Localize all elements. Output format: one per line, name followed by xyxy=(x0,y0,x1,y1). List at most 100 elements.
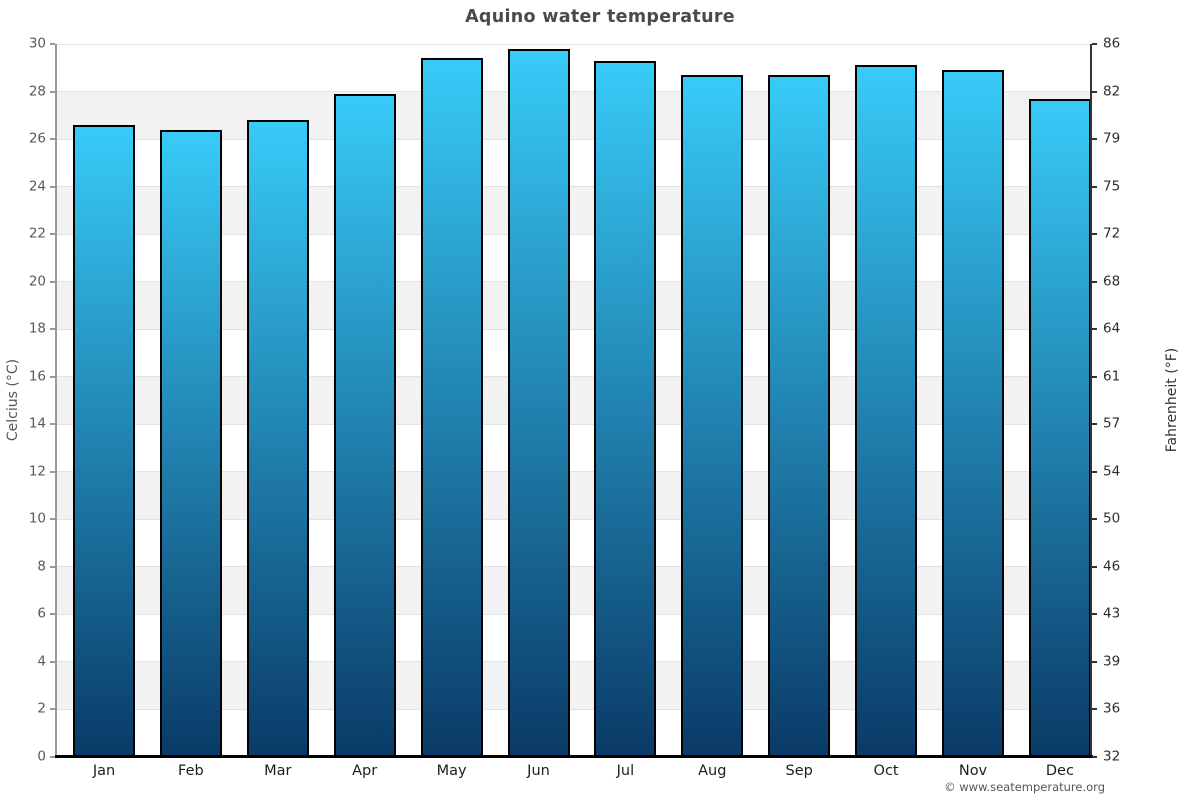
bar-jun xyxy=(507,48,570,757)
bar-aug xyxy=(681,74,744,757)
gridline xyxy=(57,376,1091,378)
month-label-nov: Nov xyxy=(958,763,988,779)
gridline xyxy=(57,138,1091,140)
right-tickmark xyxy=(1092,518,1097,521)
celsius-tick-label: 30 xyxy=(28,35,46,52)
right-tickmark xyxy=(1092,613,1097,616)
fahrenheit-tick-label: 61 xyxy=(1103,367,1121,384)
right-tickmark xyxy=(1092,185,1097,188)
background-band xyxy=(57,376,1091,425)
gridline xyxy=(57,518,1091,520)
fahrenheit-tick-label: 82 xyxy=(1103,82,1121,99)
left-tickmark xyxy=(50,328,55,331)
left-tickmark xyxy=(50,660,55,663)
y-axis-title-fahrenheit: Fahrenheit (°F) xyxy=(1164,347,1180,453)
right-tickmark xyxy=(1092,565,1097,568)
bar-apr xyxy=(333,93,396,757)
gridline xyxy=(57,328,1091,330)
month-label-jan: Jan xyxy=(92,763,116,779)
fahrenheit-tick-label: 32 xyxy=(1103,748,1121,765)
bar-dec xyxy=(1028,98,1091,757)
celsius-tick-label: 16 xyxy=(28,367,46,384)
chart-title: Aquino water temperature xyxy=(465,7,735,27)
month-label-sep: Sep xyxy=(785,763,813,779)
left-tickmark xyxy=(50,233,55,236)
right-tickmark xyxy=(1092,138,1097,141)
gridline xyxy=(57,613,1091,615)
x-axis-month-labels: Jan Feb Mar Apr May Jun Jul Aug Sep Oct Nov Dec xyxy=(57,763,1091,787)
celsius-tick-label: 8 xyxy=(37,558,46,575)
background-band xyxy=(57,91,1091,140)
left-tickmark xyxy=(50,375,55,378)
fahrenheit-tick-label: 57 xyxy=(1103,415,1121,432)
celsius-tick-label: 4 xyxy=(37,653,46,670)
bar-feb xyxy=(159,129,222,757)
left-tickmark xyxy=(50,423,55,426)
background-band xyxy=(57,661,1091,710)
celsius-tick-label: 2 xyxy=(37,700,46,717)
celsius-tick-label: 26 xyxy=(28,130,46,147)
gridline xyxy=(57,471,1091,473)
left-tickmark xyxy=(50,280,55,283)
copyright-attribution: © www.seatemperature.org xyxy=(944,780,1105,794)
y-axis-ticks-celsius: 0 2 4 6 8 10 12 14 16 18 20 22 24 26 28 30 xyxy=(0,37,46,763)
fahrenheit-tick-label: 50 xyxy=(1103,510,1121,527)
right-tickmark xyxy=(1092,756,1097,758)
month-label-dec: Dec xyxy=(1045,763,1074,779)
right-tickmark xyxy=(1092,328,1097,331)
celsius-tick-label: 28 xyxy=(28,82,46,99)
fahrenheit-tick-label: 86 xyxy=(1103,35,1121,52)
bar-oct xyxy=(855,65,918,757)
bar-nov xyxy=(942,70,1004,757)
gridline xyxy=(57,661,1091,663)
fahrenheit-tick-label: 54 xyxy=(1103,463,1121,480)
bar-sep xyxy=(768,74,831,757)
right-tickmark xyxy=(1092,90,1097,93)
celsius-tick-label: 22 xyxy=(28,225,46,242)
left-tickmark xyxy=(50,138,55,141)
fahrenheit-tick-label: 79 xyxy=(1103,130,1121,147)
left-tickmark xyxy=(50,185,55,188)
fahrenheit-tick-label: 64 xyxy=(1103,320,1121,337)
fahrenheit-tick-label: 75 xyxy=(1103,177,1121,194)
month-label-may: May xyxy=(436,763,467,779)
gridline xyxy=(57,281,1091,283)
fahrenheit-tick-label: 36 xyxy=(1103,700,1121,717)
fahrenheit-tick-label: 72 xyxy=(1103,225,1121,242)
gridline xyxy=(57,91,1091,93)
fahrenheit-tick-label: 43 xyxy=(1103,605,1121,622)
celsius-tick-label: 12 xyxy=(28,463,46,480)
celsius-tick-label: 6 xyxy=(37,605,46,622)
month-label-aug: Aug xyxy=(698,763,727,779)
month-label-feb: Feb xyxy=(178,763,204,779)
gridline xyxy=(57,233,1091,235)
fahrenheit-tick-label: 46 xyxy=(1103,558,1121,575)
right-tickmark xyxy=(1092,375,1097,378)
plot-area xyxy=(57,44,1091,757)
right-tickmark xyxy=(1092,470,1097,473)
bar-may xyxy=(420,58,483,757)
gridline xyxy=(57,186,1091,188)
celsius-tick-label: 10 xyxy=(28,510,46,527)
gridline xyxy=(57,708,1091,710)
right-tickmark xyxy=(1092,233,1097,236)
right-tickmark xyxy=(1092,43,1097,45)
fahrenheit-tick-label: 68 xyxy=(1103,272,1121,289)
month-label-jun: Jun xyxy=(527,763,550,779)
background-band xyxy=(57,566,1091,615)
celsius-tick-label: 14 xyxy=(28,415,46,432)
left-tickmark xyxy=(50,565,55,568)
y-axis-line-right xyxy=(1090,44,1092,757)
background-band xyxy=(57,281,1091,330)
celsius-tick-label: 18 xyxy=(28,320,46,337)
month-label-jul: Jul xyxy=(616,763,635,779)
left-tickmark xyxy=(50,708,55,711)
left-tickmark xyxy=(50,518,55,521)
x-axis-line xyxy=(55,755,1093,758)
y-axis-title-celsius: Celcius (°C) xyxy=(5,358,21,442)
left-tickmark xyxy=(50,43,55,45)
bar-jul xyxy=(594,60,657,757)
gridline xyxy=(57,423,1091,425)
month-label-apr: Apr xyxy=(352,763,378,779)
axis-tickmarks xyxy=(0,43,1200,758)
